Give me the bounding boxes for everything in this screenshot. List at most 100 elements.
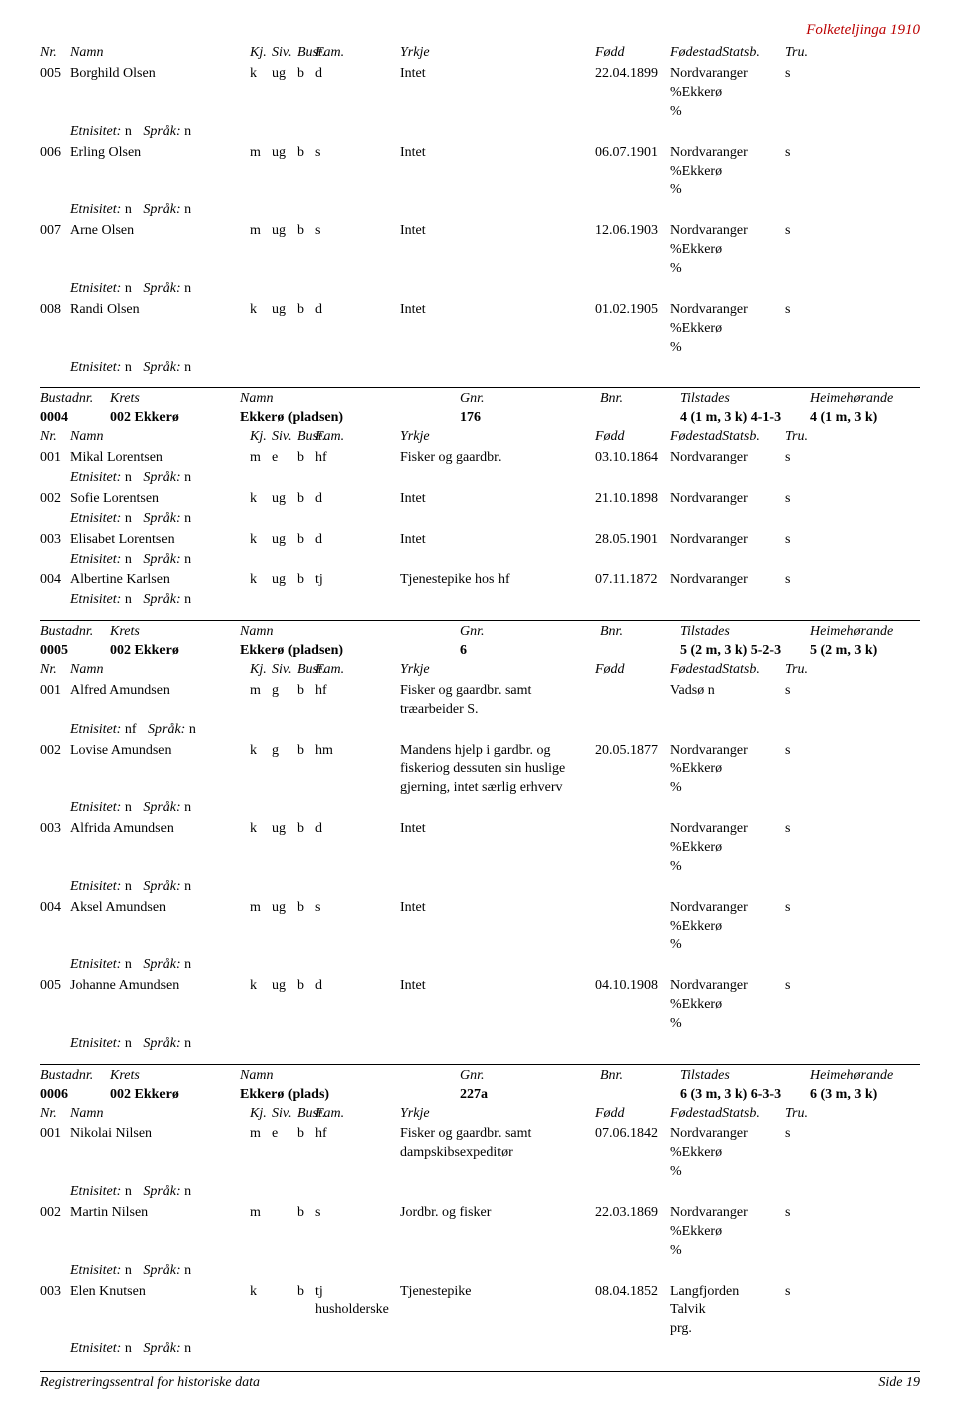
cell-bust: b [297,449,315,468]
person-row: 008Randi OlsenkugbdIntet01.02.1905Nordva… [40,301,920,358]
etnisitet-row: Etnisitet: n Språk: n [70,123,920,142]
etnisitet-row: Etnisitet: n Språk: n [70,1183,920,1202]
cell-fodestad: Vadsø n [670,682,785,720]
cell-fam: d [315,820,400,877]
etnisitet-row: Etnisitet: n Språk: n [70,878,920,897]
cell-fodestad: Nordvaranger %Ekkerø % [670,65,785,122]
cell-nr: 008 [40,301,70,358]
cell-fam: s [315,144,400,201]
cell-bust: b [297,1204,315,1261]
cell-yrkje: Intet [400,977,595,1034]
cell-nr: 003 [40,820,70,877]
bust-col-nr: Bustadnr. [40,390,110,409]
person-row: 004Aksel AmundsenmugbsIntetNordvaranger … [40,899,920,956]
person-row: 004Albertine KarlsenkugbtjTjenestepike h… [40,571,920,590]
column-header-4: Nr. Namn Kj. Siv. Bust. Fam. Yrkje Fødd … [40,1105,920,1124]
cell-kj: k [250,65,272,122]
cell-fodd: 28.05.1901 [595,531,670,550]
cell-nr: 001 [40,682,70,720]
col-yrkje: Yrkje [400,44,595,63]
etnisitet-row: Etnisitet: n Språk: n [70,1262,920,1281]
cell-namn: Johanne Amundsen [70,977,250,1034]
cell-fodd: 21.10.1898 [595,490,670,509]
cell-bust: b [297,1125,315,1182]
cell-fodd [595,682,670,720]
cell-nr: 002 [40,490,70,509]
footer-right: Side 19 [878,1374,920,1393]
cell-fodd: 06.07.1901 [595,144,670,201]
cell-bust: b [297,977,315,1034]
cell-fodestad: Nordvaranger %Ekkerø % [670,820,785,877]
cell-namn: Alfred Amundsen [70,682,250,720]
cell-yrkje: Intet [400,144,595,201]
cell-fodestad: Nordvaranger [670,571,785,590]
bust-col-til: Tilstades [680,390,810,409]
footer-left: Registreringssentral for historiske data [40,1374,260,1393]
cell-yrkje: Tjenestepike [400,1283,595,1340]
cell-siv [272,1204,297,1261]
cell-tru: s [785,682,815,720]
cell-fam: d [315,301,400,358]
etnisitet-row: Etnisitet: n Språk: n [70,201,920,220]
etnisitet-row: Etnisitet: n Språk: n [70,1340,920,1359]
cell-siv: ug [272,977,297,1034]
etnisitet-row: Etnisitet: n Språk: n [70,469,920,488]
col-fam: Fam. [315,44,400,63]
cell-kj: k [250,1283,272,1340]
cell-fam: d [315,65,400,122]
cell-bust: b [297,301,315,358]
cell-tru: s [785,301,815,358]
cell-namn: Elen Knutsen [70,1283,250,1340]
cell-namn: Aksel Amundsen [70,899,250,956]
cell-fodd: 07.06.1842 [595,1125,670,1182]
cell-kj: k [250,301,272,358]
cell-tru: s [785,571,815,590]
cell-fam: d [315,977,400,1034]
cell-namn: Borghild Olsen [70,65,250,122]
cell-fam: d [315,531,400,550]
col-tru: Tru. [785,44,815,63]
etnisitet-row: Etnisitet: n Språk: n [70,510,920,529]
cell-siv: ug [272,531,297,550]
section-2: 001Mikal LorentsenmebhfFisker og gaardbr… [40,449,920,610]
cell-nr: 005 [40,977,70,1034]
bust-col-namn: Namn [240,390,460,409]
cell-siv: e [272,449,297,468]
col-namn: Namn [70,44,250,63]
cell-fodestad: Langfjorden Talvik prg. [670,1283,785,1340]
column-header-3: Nr. Namn Kj. Siv. Bust. Fam. Yrkje Fødd … [40,661,920,680]
cell-fodestad: Nordvaranger %Ekkerø % [670,742,785,799]
cell-tru: s [785,65,815,122]
cell-tru: s [785,222,815,279]
etnisitet-row: Etnisitet: n Språk: n [70,591,920,610]
cell-nr: 002 [40,1204,70,1261]
cell-fam: hf [315,1125,400,1182]
cell-fam: s [315,899,400,956]
cell-tru: s [785,977,815,1034]
cell-tru: s [785,820,815,877]
cell-tru: s [785,899,815,956]
cell-siv: ug [272,301,297,358]
cell-yrkje: Intet [400,899,595,956]
cell-fam: hf [315,449,400,468]
cell-tru: s [785,531,815,550]
section-3: 001Alfred AmundsenmgbhfFisker og gaardbr… [40,682,920,1054]
bust-col-heim: Heimehørande [810,390,920,409]
person-row: 002Lovise AmundsenkgbhmMandens hjelp i g… [40,742,920,799]
cell-siv: ug [272,65,297,122]
cell-tru: s [785,490,815,509]
cell-yrkje: Intet [400,490,595,509]
bust-bnr [600,409,680,428]
cell-kj: k [250,742,272,799]
bustad-header-3: Bustadnr. Krets Namn Gnr. Bnr. Tilstades… [40,1064,920,1086]
cell-kj: m [250,222,272,279]
cell-kj: m [250,899,272,956]
cell-bust: b [297,144,315,201]
cell-fodd: 01.02.1905 [595,301,670,358]
cell-yrkje: Tjenestepike hos hf [400,571,595,590]
cell-yrkje: Intet [400,65,595,122]
cell-namn: Erling Olsen [70,144,250,201]
cell-tru: s [785,144,815,201]
cell-fodestad: Nordvaranger [670,449,785,468]
column-header: Nr. Namn Kj. Siv. Bust. Fam. Yrkje Fødd … [40,44,920,63]
